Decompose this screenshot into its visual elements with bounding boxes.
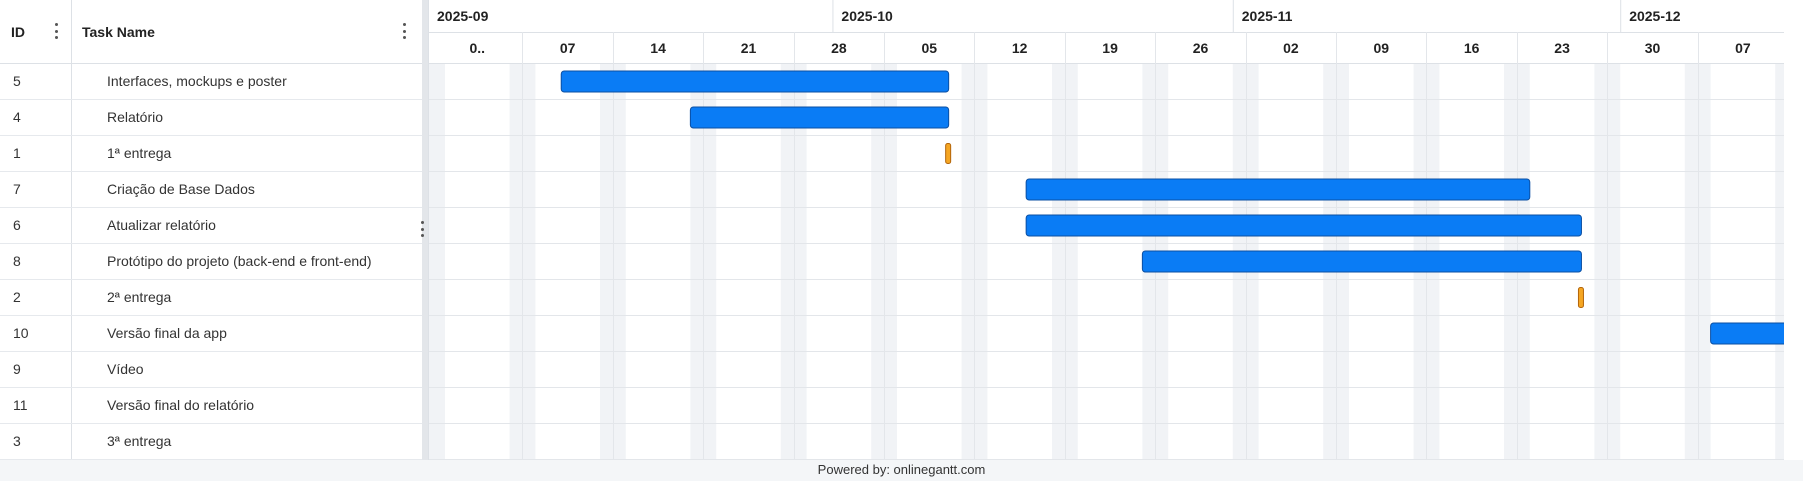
task-name-column-header[interactable]: Task Name — [72, 0, 422, 63]
gantt-app: ID Task Name 5 Interfaces, mockups e post… — [0, 0, 1803, 460]
task-name-cell: Versão final da app — [107, 325, 227, 341]
week-tick-label: 12 — [1012, 40, 1028, 56]
id-column-header[interactable]: ID — [0, 0, 72, 63]
task-id-cell: 4 — [0, 100, 72, 135]
task-name-cell: Interfaces, mockups e poster — [107, 73, 287, 89]
gantt-chart: 2025-09 2025-10 2025-11 2025-12 0.. 07 14 21 28 0… — [428, 0, 1784, 460]
weekend-shade — [1775, 64, 1784, 460]
week-tick-label: 0.. — [469, 40, 485, 56]
table-row[interactable]: 2 2ª entrega — [0, 280, 422, 316]
task-id-cell: 7 — [0, 172, 72, 207]
weekend-shade — [599, 64, 626, 460]
week-tick-label: 26 — [1193, 40, 1209, 56]
task-name-cell: Versão final do relatório — [107, 397, 255, 413]
task-bar[interactable] — [1025, 178, 1531, 201]
weekend-shade — [780, 64, 807, 460]
week-tick-label: 23 — [1554, 40, 1570, 56]
task-name-cell: 3ª entrega — [107, 433, 172, 449]
table-row[interactable]: 8 Protótipo do projeto (back-end e front-… — [0, 244, 422, 280]
task-name-cell: Atualizar relatório — [107, 217, 216, 233]
task-name-cell: Vídeo — [107, 361, 144, 377]
table-row[interactable]: 4 Relatório — [0, 100, 422, 136]
task-id-cell: 9 — [0, 352, 72, 387]
week-tick-label: 21 — [741, 40, 757, 56]
milestone-marker[interactable] — [1577, 287, 1584, 308]
task-id-cell: 11 — [0, 388, 72, 423]
week-tick-label: 05 — [921, 40, 937, 56]
task-id-cell: 8 — [0, 244, 72, 279]
task-id-cell: 10 — [0, 316, 72, 351]
task-bar[interactable] — [689, 106, 950, 129]
powered-by-footer: Powered by: onlinegantt.com — [0, 460, 1803, 481]
week-tick-label: 02 — [1283, 40, 1299, 56]
month-label: 2025-11 — [1242, 8, 1293, 24]
task-id-cell: 3 — [0, 424, 72, 459]
grid-resize-handle-icon[interactable] — [418, 221, 426, 237]
task-bar[interactable] — [560, 70, 950, 93]
week-tick-label: 28 — [831, 40, 847, 56]
task-name-cell: Criação de Base Dados — [107, 181, 255, 197]
id-header-label: ID — [11, 23, 25, 40]
month-label: 2025-12 — [1629, 8, 1681, 24]
week-tick-label: 14 — [650, 40, 666, 56]
week-tick-label: 30 — [1645, 40, 1661, 56]
weekend-shade — [1051, 64, 1078, 460]
week-tick-label: 07 — [560, 40, 576, 56]
weekend-shade — [428, 64, 445, 460]
table-row[interactable]: 6 Atualizar relatório — [0, 208, 422, 244]
task-id-cell: 6 — [0, 208, 72, 243]
task-bar[interactable] — [1025, 214, 1582, 237]
month-label: 2025-09 — [437, 8, 489, 24]
task-bar[interactable] — [1141, 250, 1582, 273]
table-row[interactable]: 10 Versão final da app — [0, 316, 422, 352]
gantt-timeline-svg: 2025-09 2025-10 2025-11 2025-12 0.. 07 14 21 28 0… — [428, 0, 1784, 460]
table-row[interactable]: 7 Criação de Base Dados — [0, 172, 422, 208]
week-tick-label: 07 — [1735, 40, 1751, 56]
task-name-header-label: Task Name — [82, 23, 155, 40]
task-id-cell: 1 — [0, 136, 72, 171]
table-row[interactable]: 3 3ª entrega — [0, 424, 422, 460]
task-name-cell: 1ª entrega — [107, 145, 172, 161]
task-grid: ID Task Name 5 Interfaces, mockups e post… — [0, 0, 428, 460]
task-name-cell: Protótipo do projeto (back-end e front-e… — [107, 253, 372, 269]
weekend-shade — [1684, 64, 1711, 460]
week-tick-label: 09 — [1373, 40, 1389, 56]
task-bar[interactable] — [1710, 322, 1784, 345]
task-id-cell: 2 — [0, 280, 72, 315]
table-row[interactable]: 9 Vídeo — [0, 352, 422, 388]
task-name-column-menu-icon[interactable] — [398, 21, 410, 41]
grid-header: ID Task Name — [0, 0, 422, 64]
table-row[interactable]: 1 1ª entrega — [0, 136, 422, 172]
month-label: 2025-10 — [841, 8, 893, 24]
week-tick-label: 19 — [1102, 40, 1118, 56]
week-tick-label: 16 — [1464, 40, 1480, 56]
task-name-cell: Relatório — [107, 109, 164, 125]
task-id-cell: 5 — [0, 64, 72, 99]
table-row[interactable]: 11 Versão final do relatório — [0, 388, 422, 424]
table-row[interactable]: 5 Interfaces, mockups e poster — [0, 64, 422, 100]
id-column-menu-icon[interactable] — [50, 21, 62, 41]
task-name-cell: 2ª entrega — [107, 289, 172, 305]
milestone-marker[interactable] — [945, 143, 952, 164]
